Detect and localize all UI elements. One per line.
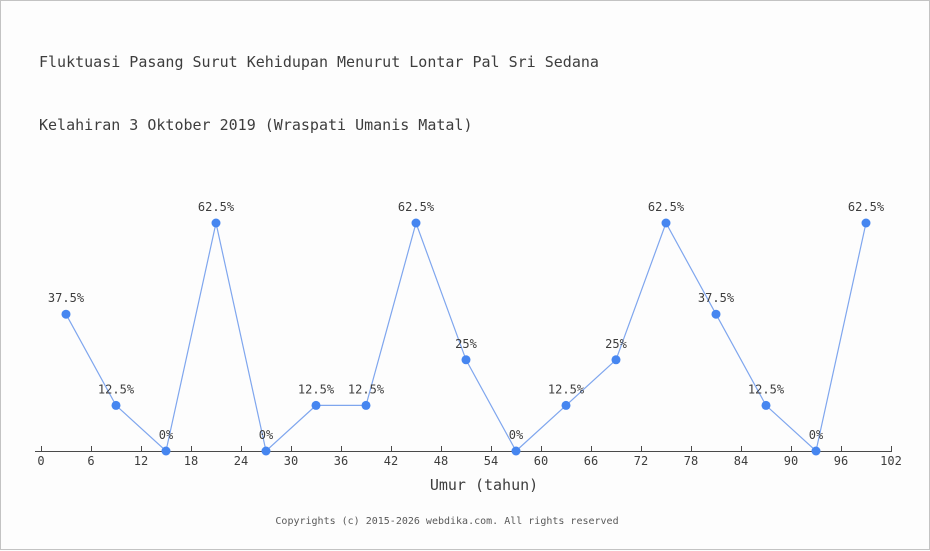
chart-title-block: Fluktuasi Pasang Surut Kehidupan Menurut… bbox=[39, 10, 599, 157]
x-axis-tick-label: 6 bbox=[87, 454, 94, 468]
data-point bbox=[461, 355, 471, 365]
data-point-label: 12.5% bbox=[348, 382, 385, 396]
data-point bbox=[761, 400, 771, 410]
data-point-label: 62.5% bbox=[648, 200, 685, 214]
data-point bbox=[211, 218, 221, 228]
data-point-label: 25% bbox=[455, 337, 477, 351]
data-point-label: 37.5% bbox=[48, 291, 85, 305]
x-axis-tick-label: 60 bbox=[534, 454, 548, 468]
x-axis-tick-label: 78 bbox=[684, 454, 698, 468]
x-axis-tick-label: 12 bbox=[134, 454, 148, 468]
data-point bbox=[361, 400, 371, 410]
data-point-label: 12.5% bbox=[98, 382, 135, 396]
data-point-label: 0% bbox=[159, 428, 174, 442]
x-axis-tick-label: 18 bbox=[184, 454, 198, 468]
data-point-label: 37.5% bbox=[698, 291, 735, 305]
data-point-label: 62.5% bbox=[848, 200, 885, 214]
data-point-label: 25% bbox=[605, 337, 627, 351]
x-axis-tick-label: 66 bbox=[584, 454, 598, 468]
data-point-label: 0% bbox=[809, 428, 824, 442]
x-axis-tick-label: 54 bbox=[484, 454, 498, 468]
data-point-label: 12.5% bbox=[748, 382, 785, 396]
x-axis-label: Umur (tahun) bbox=[429, 476, 539, 494]
x-axis-tick-label: 24 bbox=[234, 454, 248, 468]
data-point bbox=[661, 218, 671, 228]
data-point-label: 12.5% bbox=[298, 382, 335, 396]
data-point bbox=[161, 446, 171, 456]
data-point bbox=[61, 309, 71, 319]
chart-title: Fluktuasi Pasang Surut Kehidupan Menurut… bbox=[39, 53, 599, 71]
data-point-label: 12.5% bbox=[548, 382, 585, 396]
data-point-label: 62.5% bbox=[198, 200, 235, 214]
data-point bbox=[261, 446, 271, 456]
x-axis-tick-label: 30 bbox=[284, 454, 298, 468]
x-axis-tick-label: 96 bbox=[834, 454, 848, 468]
data-point bbox=[511, 446, 521, 456]
x-axis-tick-label: 72 bbox=[634, 454, 648, 468]
footer-copyright: Copyrights (c) 2015-2026 webdika.com. Al… bbox=[275, 516, 619, 527]
x-axis-tick-label: 0 bbox=[37, 454, 44, 468]
data-point bbox=[561, 400, 571, 410]
data-point bbox=[311, 400, 321, 410]
x-axis-tick-label: 42 bbox=[384, 454, 398, 468]
x-axis-tick-label: 90 bbox=[784, 454, 798, 468]
data-point bbox=[411, 218, 421, 228]
x-axis-tick-label: 102 bbox=[880, 454, 902, 468]
chart-subtitle: Kelahiran 3 Oktober 2019 (Wraspati Umani… bbox=[39, 116, 473, 134]
data-point-label: 0% bbox=[509, 428, 524, 442]
data-point bbox=[111, 400, 121, 410]
data-point-label: 62.5% bbox=[398, 200, 435, 214]
data-point bbox=[861, 218, 871, 228]
x-axis-tick-label: 84 bbox=[734, 454, 748, 468]
data-point bbox=[711, 309, 721, 319]
x-axis-tick-label: 36 bbox=[334, 454, 348, 468]
data-point bbox=[811, 446, 821, 456]
data-point bbox=[611, 355, 621, 365]
x-axis-tick-label: 48 bbox=[434, 454, 448, 468]
data-point-label: 0% bbox=[259, 428, 274, 442]
